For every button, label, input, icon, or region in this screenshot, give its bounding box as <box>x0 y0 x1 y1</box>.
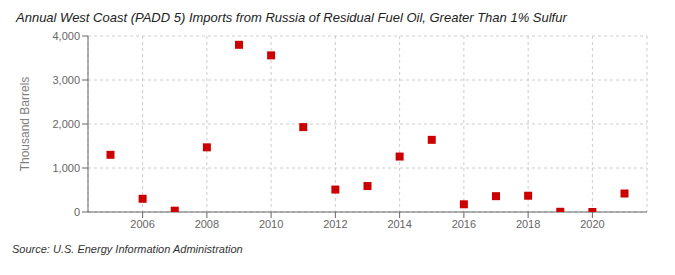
svg-text:2008: 2008 <box>195 218 219 230</box>
svg-text:2016: 2016 <box>452 218 476 230</box>
svg-text:2018: 2018 <box>516 218 540 230</box>
svg-text:2010: 2010 <box>259 218 283 230</box>
svg-text:2,000: 2,000 <box>52 118 80 130</box>
svg-text:2014: 2014 <box>387 218 411 230</box>
svg-text:3,000: 3,000 <box>52 74 80 86</box>
html-text:Source: U.S. Energy Informatio: Source: U.S. Energy Information Administ… <box>12 243 243 255</box>
html-text:Annual West Coast (PADD 5) Imp: Annual West Coast (PADD 5) Imports from … <box>16 10 567 25</box>
svg-text:1,000: 1,000 <box>52 162 80 174</box>
svg-text:2020: 2020 <box>580 218 604 230</box>
svg-text:Thousand Barrels: Thousand Barrels <box>18 77 32 172</box>
svg-text:2006: 2006 <box>130 218 154 230</box>
svg-text:0: 0 <box>74 206 80 218</box>
svg-text:4,000: 4,000 <box>52 30 80 42</box>
svg-text:2012: 2012 <box>323 218 347 230</box>
